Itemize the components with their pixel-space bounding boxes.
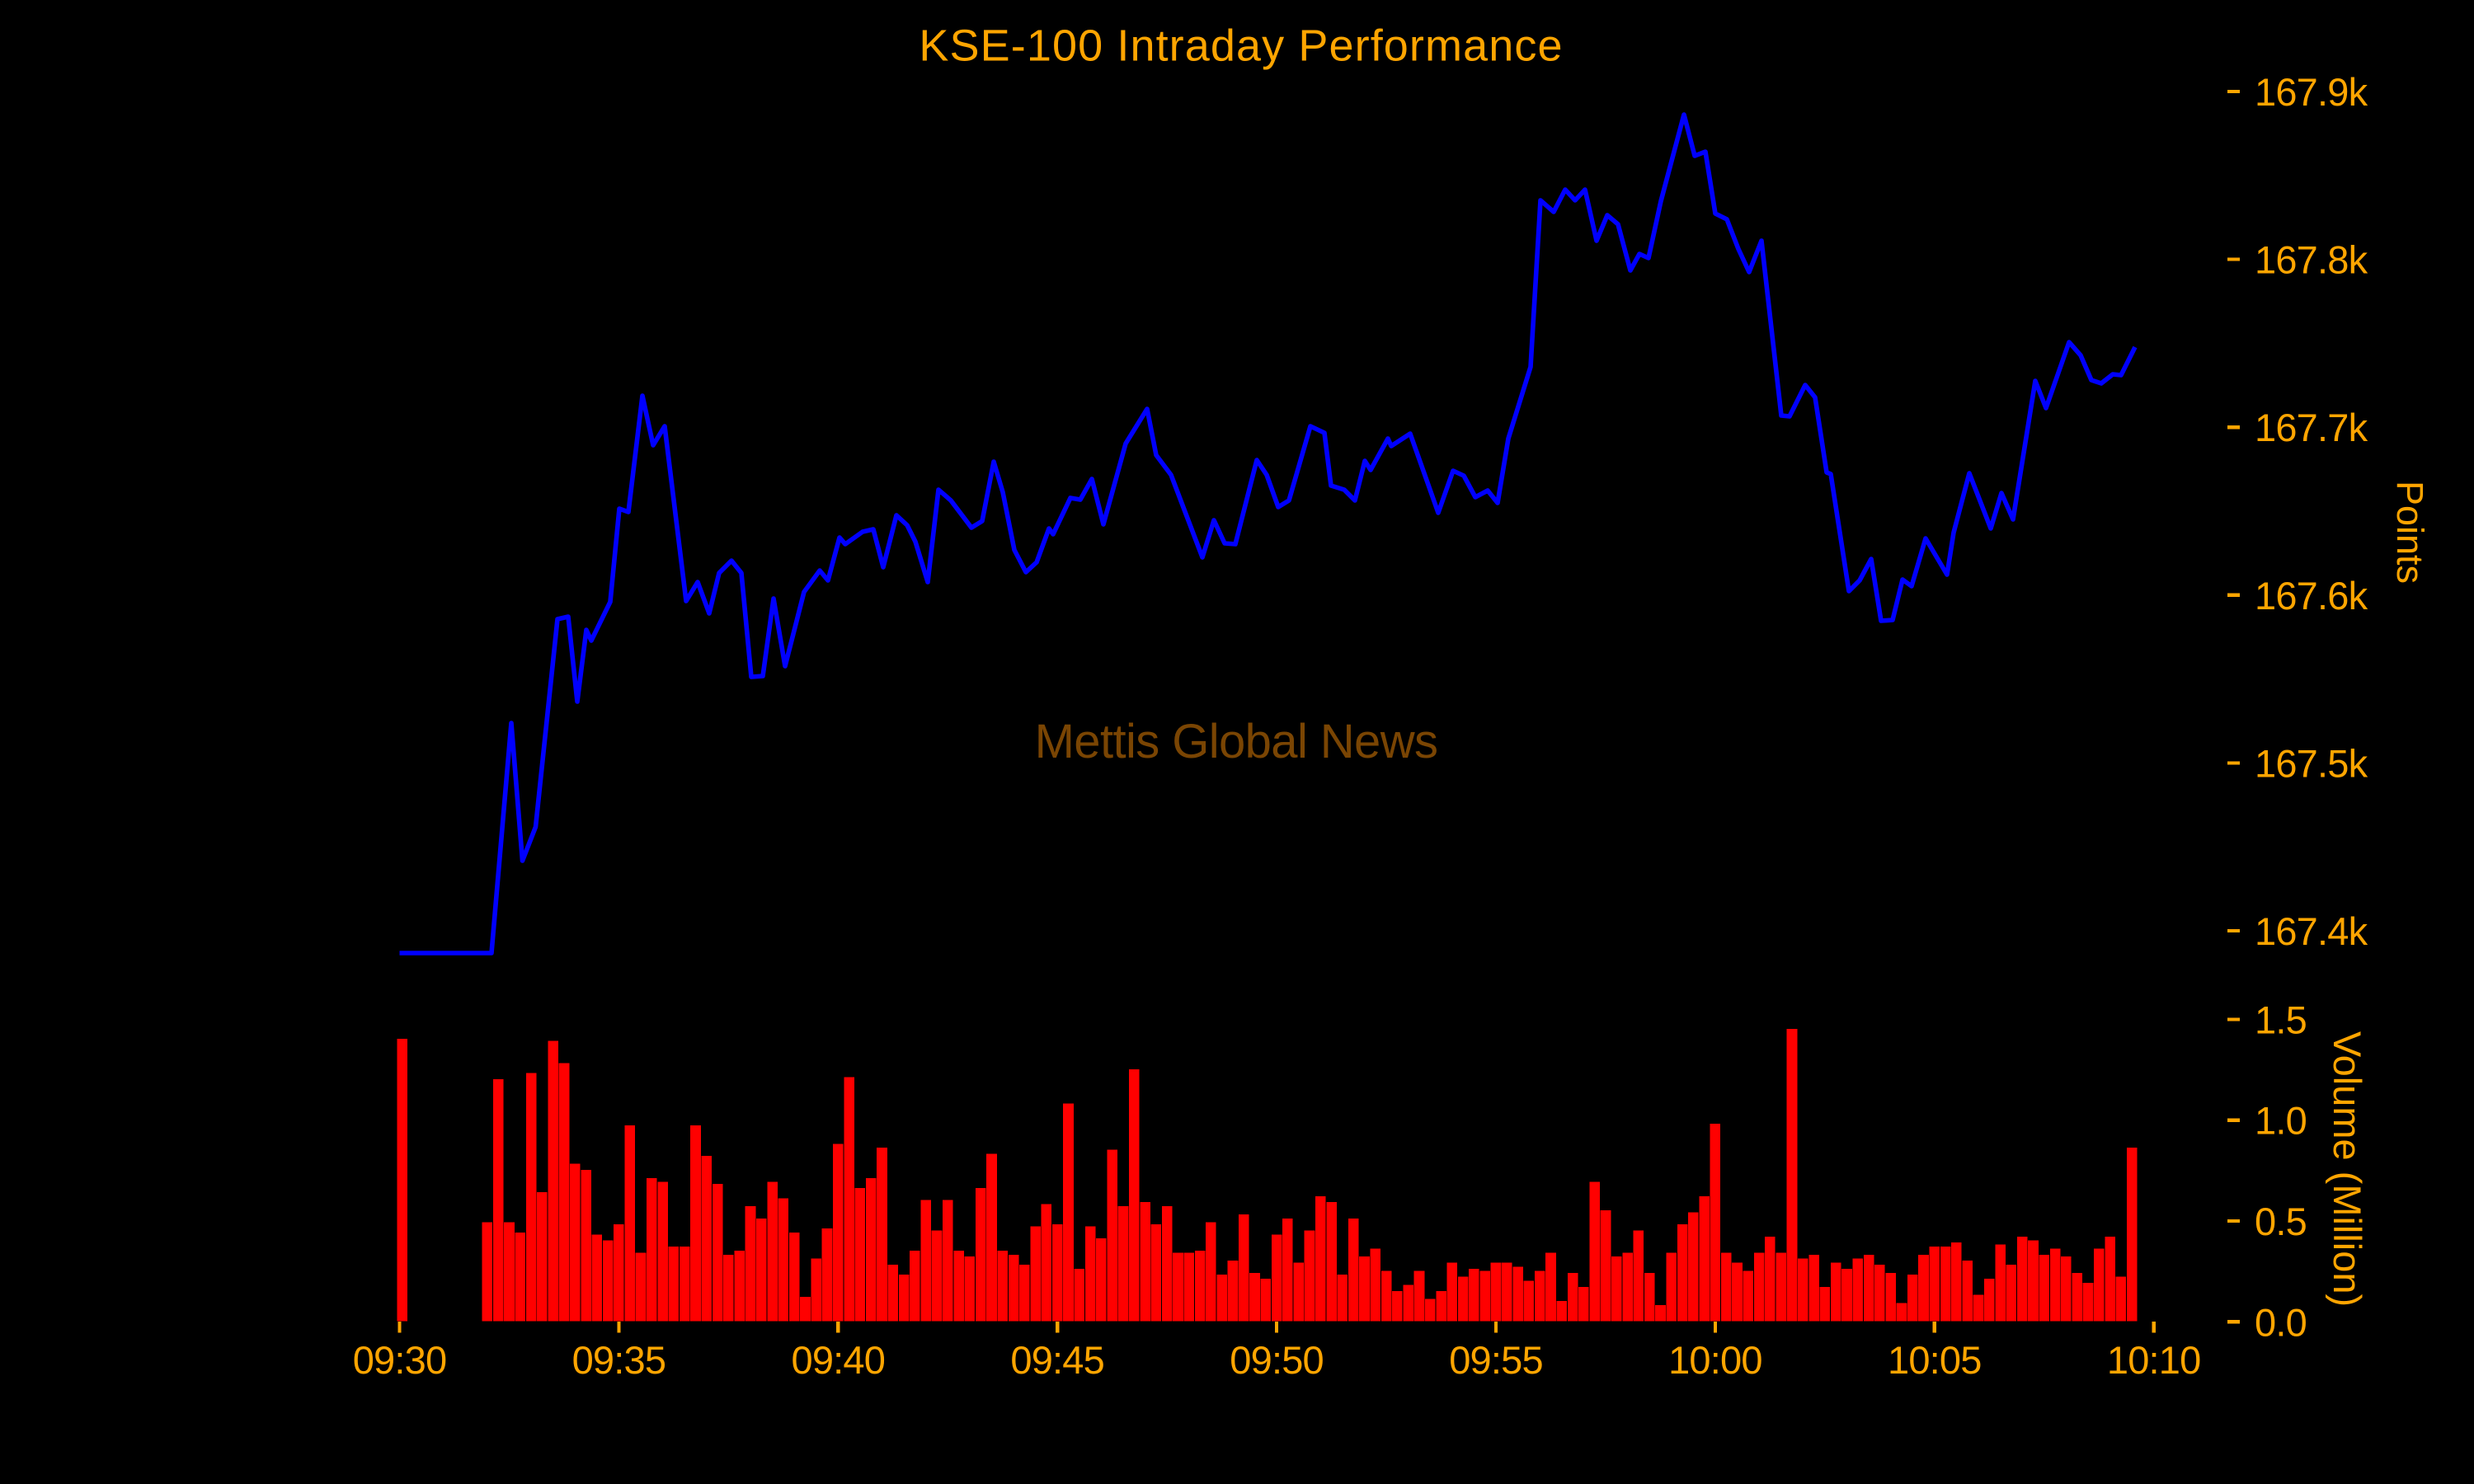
- svg-text:09:45: 09:45: [1010, 1338, 1104, 1382]
- svg-text:167.5k: 167.5k: [2255, 741, 2368, 785]
- svg-text:10:10: 10:10: [2107, 1338, 2201, 1382]
- svg-text:10:00: 10:00: [1668, 1338, 1762, 1382]
- svg-text:Volume (Million): Volume (Million): [2326, 1031, 2369, 1307]
- svg-text:167.6k: 167.6k: [2255, 574, 2368, 618]
- svg-text:09:40: 09:40: [791, 1338, 885, 1382]
- svg-text:09:30: 09:30: [353, 1338, 447, 1382]
- svg-text:10:05: 10:05: [1888, 1338, 1982, 1382]
- svg-text:1.5: 1.5: [2255, 998, 2307, 1041]
- svg-text:09:50: 09:50: [1230, 1338, 1324, 1382]
- svg-text:167.4k: 167.4k: [2255, 909, 2368, 953]
- svg-text:167.8k: 167.8k: [2255, 238, 2368, 282]
- svg-text:167.9k: 167.9k: [2255, 70, 2368, 114]
- svg-text:0.0: 0.0: [2255, 1300, 2307, 1344]
- svg-text:167.7k: 167.7k: [2255, 406, 2368, 449]
- svg-text:1.0: 1.0: [2255, 1099, 2307, 1143]
- svg-text:09:35: 09:35: [572, 1338, 666, 1382]
- svg-text:KSE-100 Intraday Performance: KSE-100 Intraday Performance: [919, 21, 1563, 71]
- svg-text:Points: Points: [2389, 481, 2431, 584]
- svg-text:0.5: 0.5: [2255, 1200, 2307, 1243]
- svg-text:09:55: 09:55: [1449, 1338, 1543, 1382]
- svg-text:Mettis Global News: Mettis Global News: [1035, 715, 1438, 768]
